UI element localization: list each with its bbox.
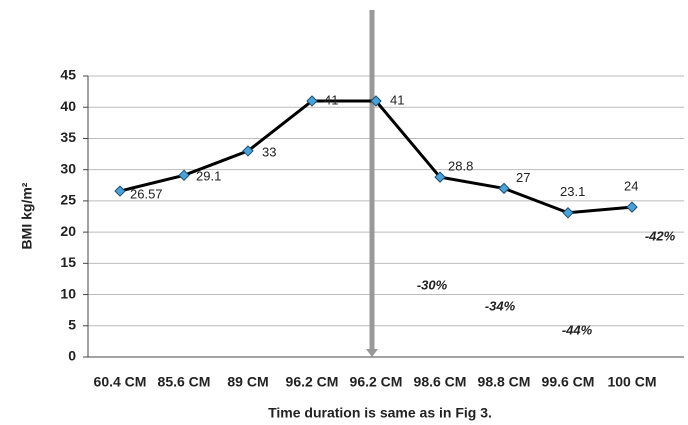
x-tick-label: 60.4 CM	[94, 374, 147, 390]
marker	[626, 201, 638, 213]
x-tick-label: 100 CM	[607, 374, 656, 390]
x-axis-label: Time duration is same as in Fig 3.	[268, 405, 492, 421]
data-label: 33	[262, 144, 276, 159]
data-label: 28.8	[448, 159, 473, 174]
divider-arrow	[366, 349, 378, 357]
y-axis-label: BMI kg/m²	[19, 182, 35, 249]
data-label: 29.1	[196, 169, 221, 184]
annotation: -44%	[562, 322, 593, 337]
y-tick-label: 0	[68, 348, 76, 364]
y-tick-label: 5	[68, 316, 76, 332]
data-label: 26.57	[130, 187, 163, 202]
marker	[434, 171, 446, 183]
x-tick-label: 98.6 CM	[414, 374, 467, 390]
annotation: -42%	[645, 228, 676, 243]
annotation: -34%	[485, 298, 516, 313]
x-tick-label: 85.6 CM	[158, 374, 211, 390]
y-tick-label: 10	[60, 285, 76, 301]
annotation: -30%	[417, 277, 448, 292]
y-tick-label: 40	[60, 98, 76, 114]
marker	[242, 145, 254, 157]
marker	[562, 207, 574, 219]
data-label: 23.1	[560, 184, 585, 199]
y-tick-label: 35	[60, 129, 76, 145]
y-tick-label: 45	[60, 67, 76, 83]
data-label: 27	[516, 170, 530, 185]
data-label: 24	[624, 179, 638, 194]
data-label: 41	[390, 92, 404, 107]
marker	[306, 95, 318, 107]
marker	[178, 169, 190, 181]
data-label: 41	[324, 92, 338, 107]
marker	[498, 182, 510, 195]
x-tick-label: 98.8 CM	[478, 374, 531, 390]
x-tick-label: 96.2 CM	[286, 374, 339, 390]
x-tick-label: 89 CM	[227, 374, 268, 390]
y-tick-label: 15	[60, 254, 76, 270]
marker	[114, 185, 126, 197]
line	[119, 99, 633, 215]
marker	[370, 95, 382, 107]
y-tick-label: 25	[60, 192, 76, 208]
x-tick-label: 99.6 CM	[542, 374, 595, 390]
y-tick-label: 30	[60, 160, 76, 176]
y-tick-label: 20	[60, 223, 76, 239]
x-tick-label: 96.2 CM	[350, 374, 403, 390]
